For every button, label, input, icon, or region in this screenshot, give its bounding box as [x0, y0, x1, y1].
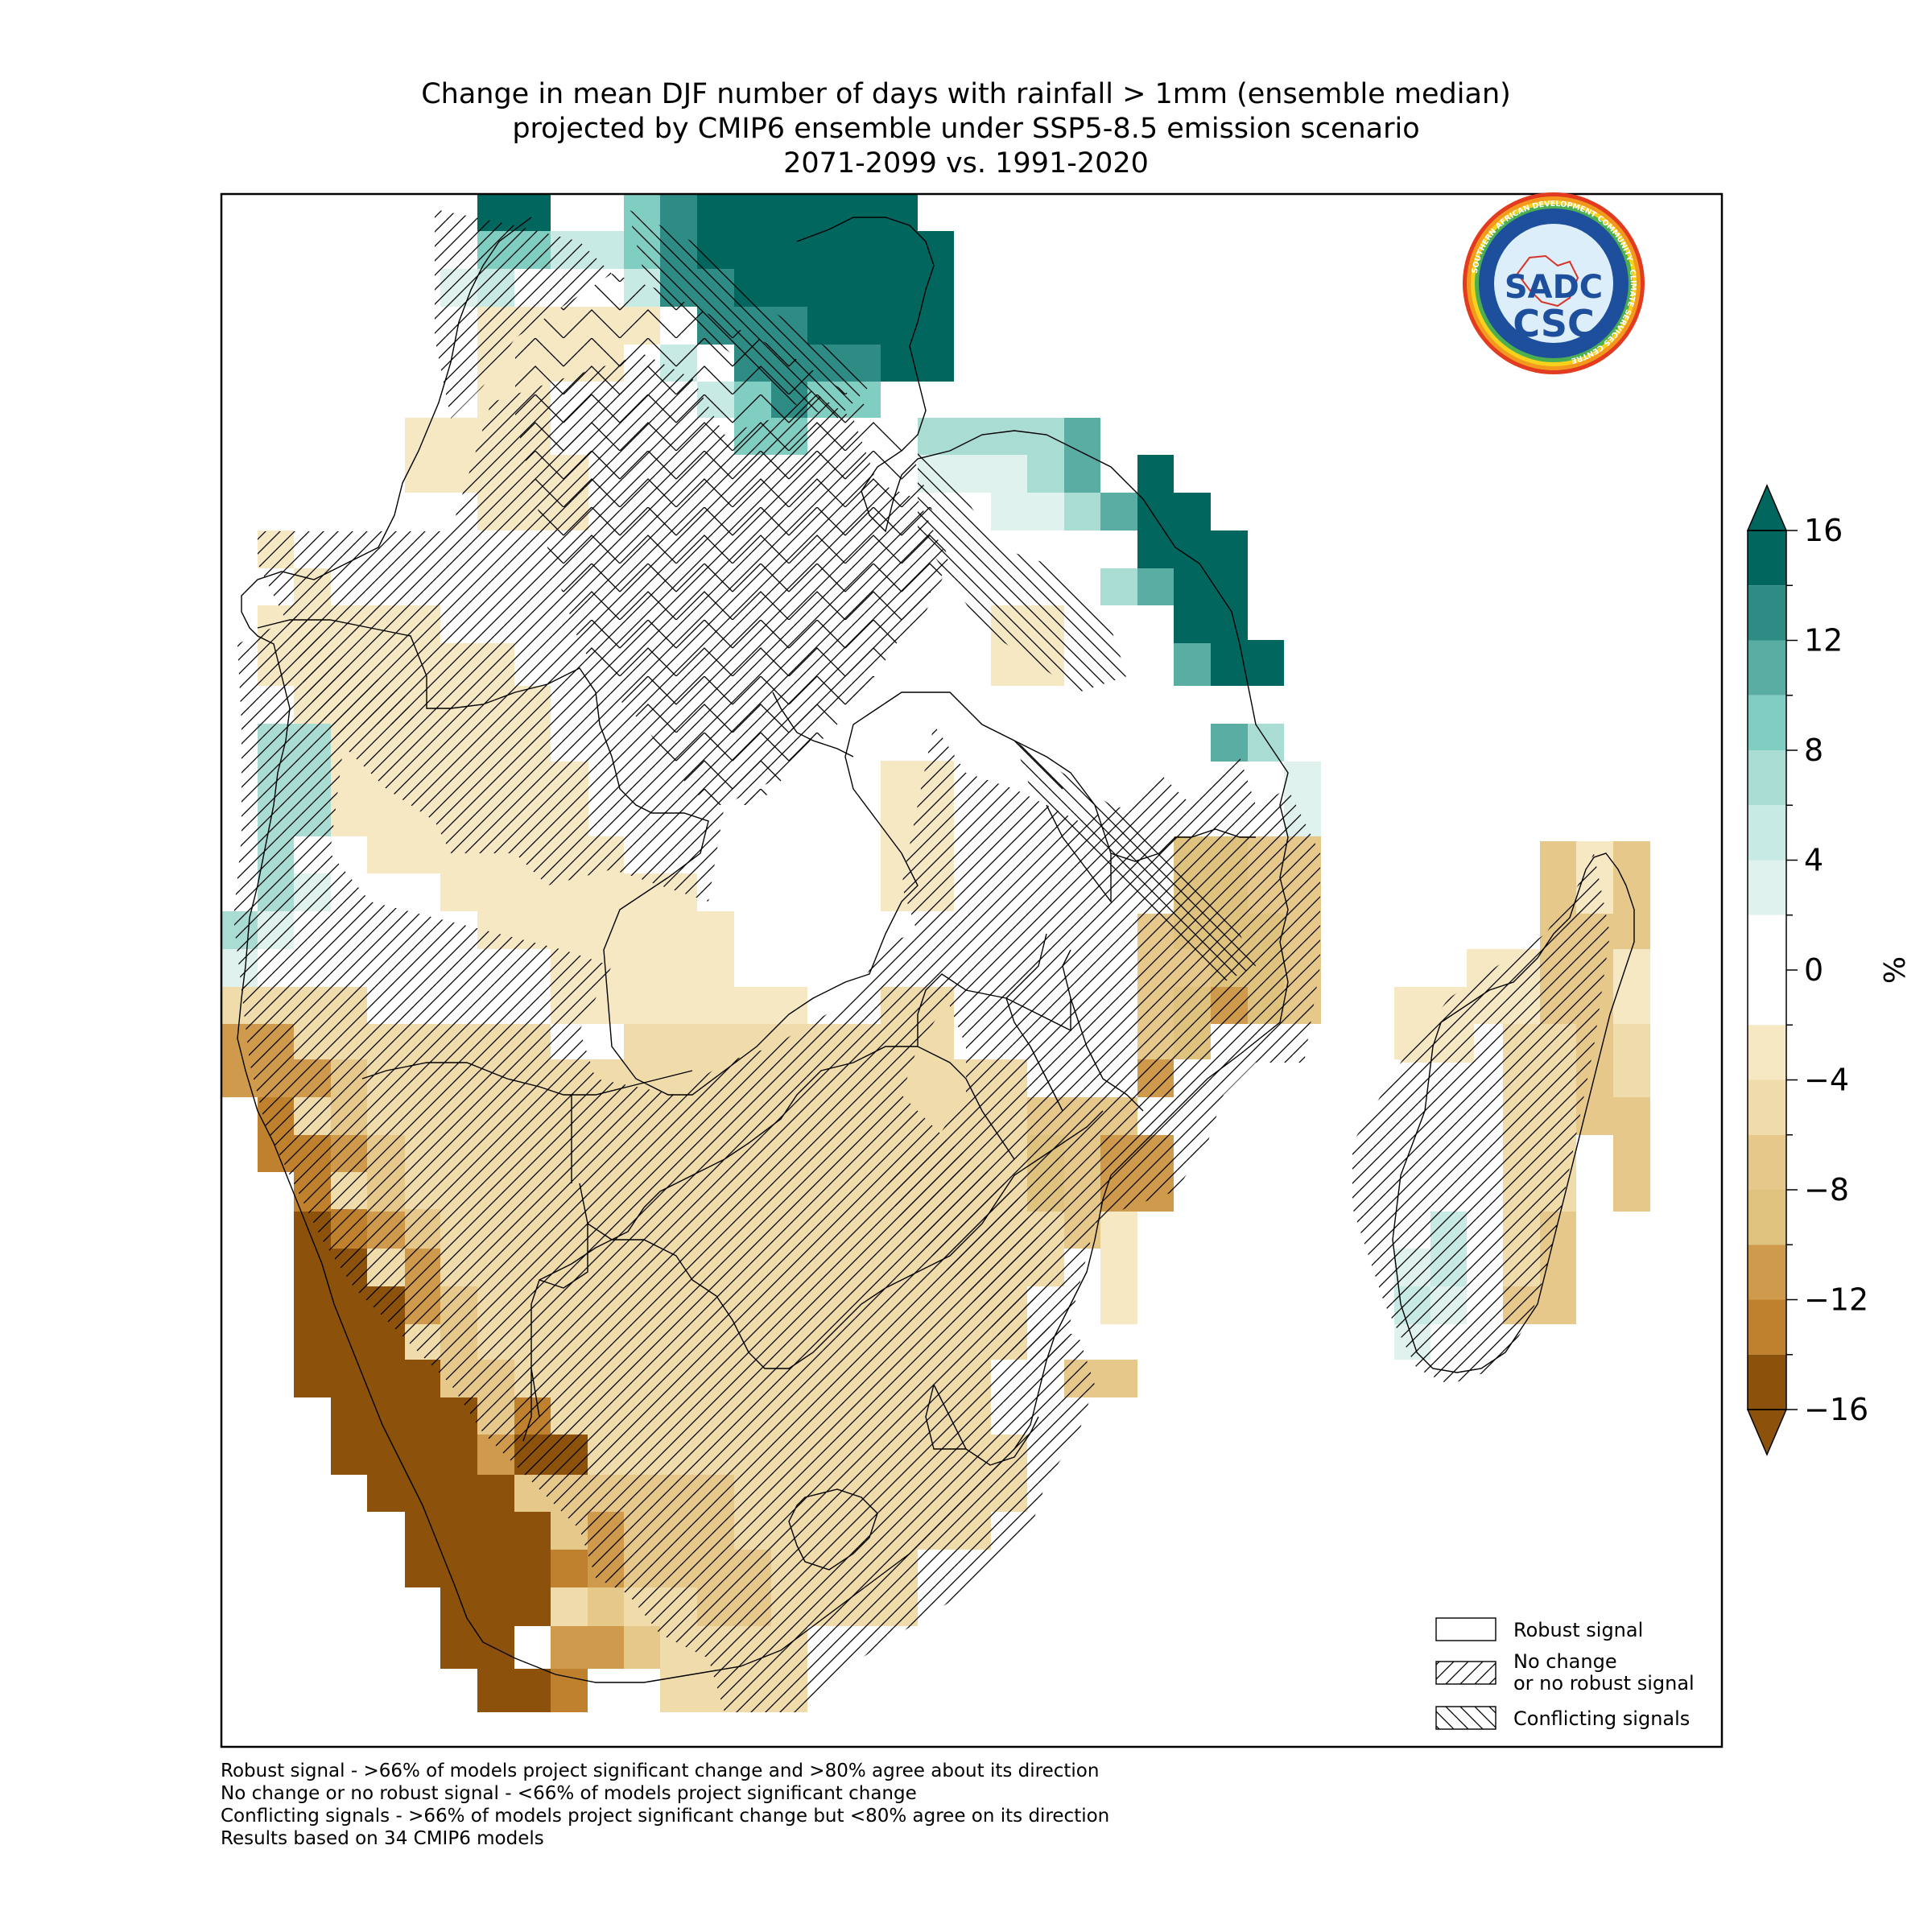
colorbar-tick-label: −16 [1804, 1392, 1868, 1427]
title-line-2: projected by CMIP6 ensemble under SSP5-8… [512, 113, 1420, 145]
footnote-4: Results based on 34 CMIP6 models [221, 1828, 544, 1849]
region-southwest-dark-brown [294, 1212, 588, 1712]
colorbar-tick-label: −8 [1804, 1172, 1849, 1208]
legend-conflicting-swatch [1435, 1706, 1496, 1730]
colorbar-bin [1748, 640, 1786, 696]
colorbar-bin [1748, 1134, 1786, 1190]
colorbar-bin [1748, 1245, 1786, 1300]
colorbar-bin [1748, 805, 1786, 861]
border-lines [257, 619, 1256, 1571]
region-east-coast-teal [1137, 455, 1284, 686]
country-borders [237, 217, 1635, 1683]
colorbar-bin [1748, 585, 1786, 641]
colorbar-tick-label: 8 [1804, 733, 1823, 768]
colorbar-bin [1748, 1299, 1786, 1355]
map-plot-area [221, 194, 1650, 1712]
colorbar-tick-label: −12 [1804, 1282, 1868, 1318]
colorbar-tick-label: −4 [1804, 1063, 1849, 1098]
colorbar-bins [1748, 530, 1786, 1410]
legend-robust-label: Robust signal [1513, 1619, 1643, 1641]
colorbar: 16 12 8 4 0 −4 −8 −12 −16 % [1746, 484, 1912, 1456]
colorbar-tick-label: 12 [1804, 623, 1843, 658]
footnote-1: Robust signal - >66% of models project s… [221, 1761, 1100, 1781]
colorbar-unit: % [1879, 956, 1912, 984]
logo-sub-text: CSC [1513, 302, 1595, 345]
chart-title: Change in mean DJF number of days with r… [0, 77, 1932, 181]
logo-main-text: SADC [1505, 269, 1603, 306]
legend-conflicting-label: Conflicting signals [1513, 1707, 1690, 1730]
colorbar-bin [1748, 695, 1786, 750]
colorbar-tick-label: 0 [1804, 952, 1823, 988]
legend-robust-swatch [1435, 1617, 1496, 1641]
sadc-csc-logo: SOUTHERN AFRICAN DEVELOPMENT COMMUNITY ·… [1463, 192, 1645, 374]
region-east-coast-mid-teal [1064, 418, 1248, 762]
colorbar-bin [1748, 1354, 1786, 1410]
colorbar-ticks: 16 12 8 4 0 −4 −8 −12 −16 [1786, 513, 1868, 1427]
legend-nochange-swatch [1435, 1661, 1496, 1685]
colorbar-tick-label: 4 [1804, 843, 1823, 878]
title-line-1: Change in mean DJF number of days with r… [421, 78, 1511, 110]
colorbar-bin [1748, 1025, 1786, 1080]
footnotes: Robust signal - >66% of models project s… [221, 1760, 1109, 1850]
map-frame [220, 192, 1724, 1748]
colorbar-bin [1748, 750, 1786, 806]
legend-nochange-label-1: No change [1513, 1650, 1617, 1673]
colorbar-tick-label: 16 [1804, 513, 1843, 548]
colorbar-bin [1748, 1080, 1786, 1135]
footnote-2: No change or no robust signal - <66% of … [221, 1783, 917, 1804]
legend-nochange-label-2: or no robust signal [1513, 1672, 1695, 1695]
region-north-teal [477, 194, 954, 382]
colorbar-bin [1748, 530, 1786, 586]
region-east-coast-light-teal [918, 418, 1284, 762]
hatch-legend: Robust signal No change or no robust sig… [1435, 1617, 1695, 1730]
footnote-3: Conflicting signals - >66% of models pro… [221, 1806, 1110, 1827]
colorbar-bin [1748, 914, 1786, 1026]
colorbar-over-triangle [1746, 484, 1788, 531]
title-line-3: 2071-2099 vs. 1991-2020 [783, 147, 1149, 180]
colorbar-bin [1748, 860, 1786, 915]
coastline-africa [237, 217, 1289, 1683]
colorbar-under-triangle [1746, 1409, 1788, 1456]
colorbar-bin [1748, 1190, 1786, 1245]
coastline-madagascar [1392, 852, 1635, 1373]
